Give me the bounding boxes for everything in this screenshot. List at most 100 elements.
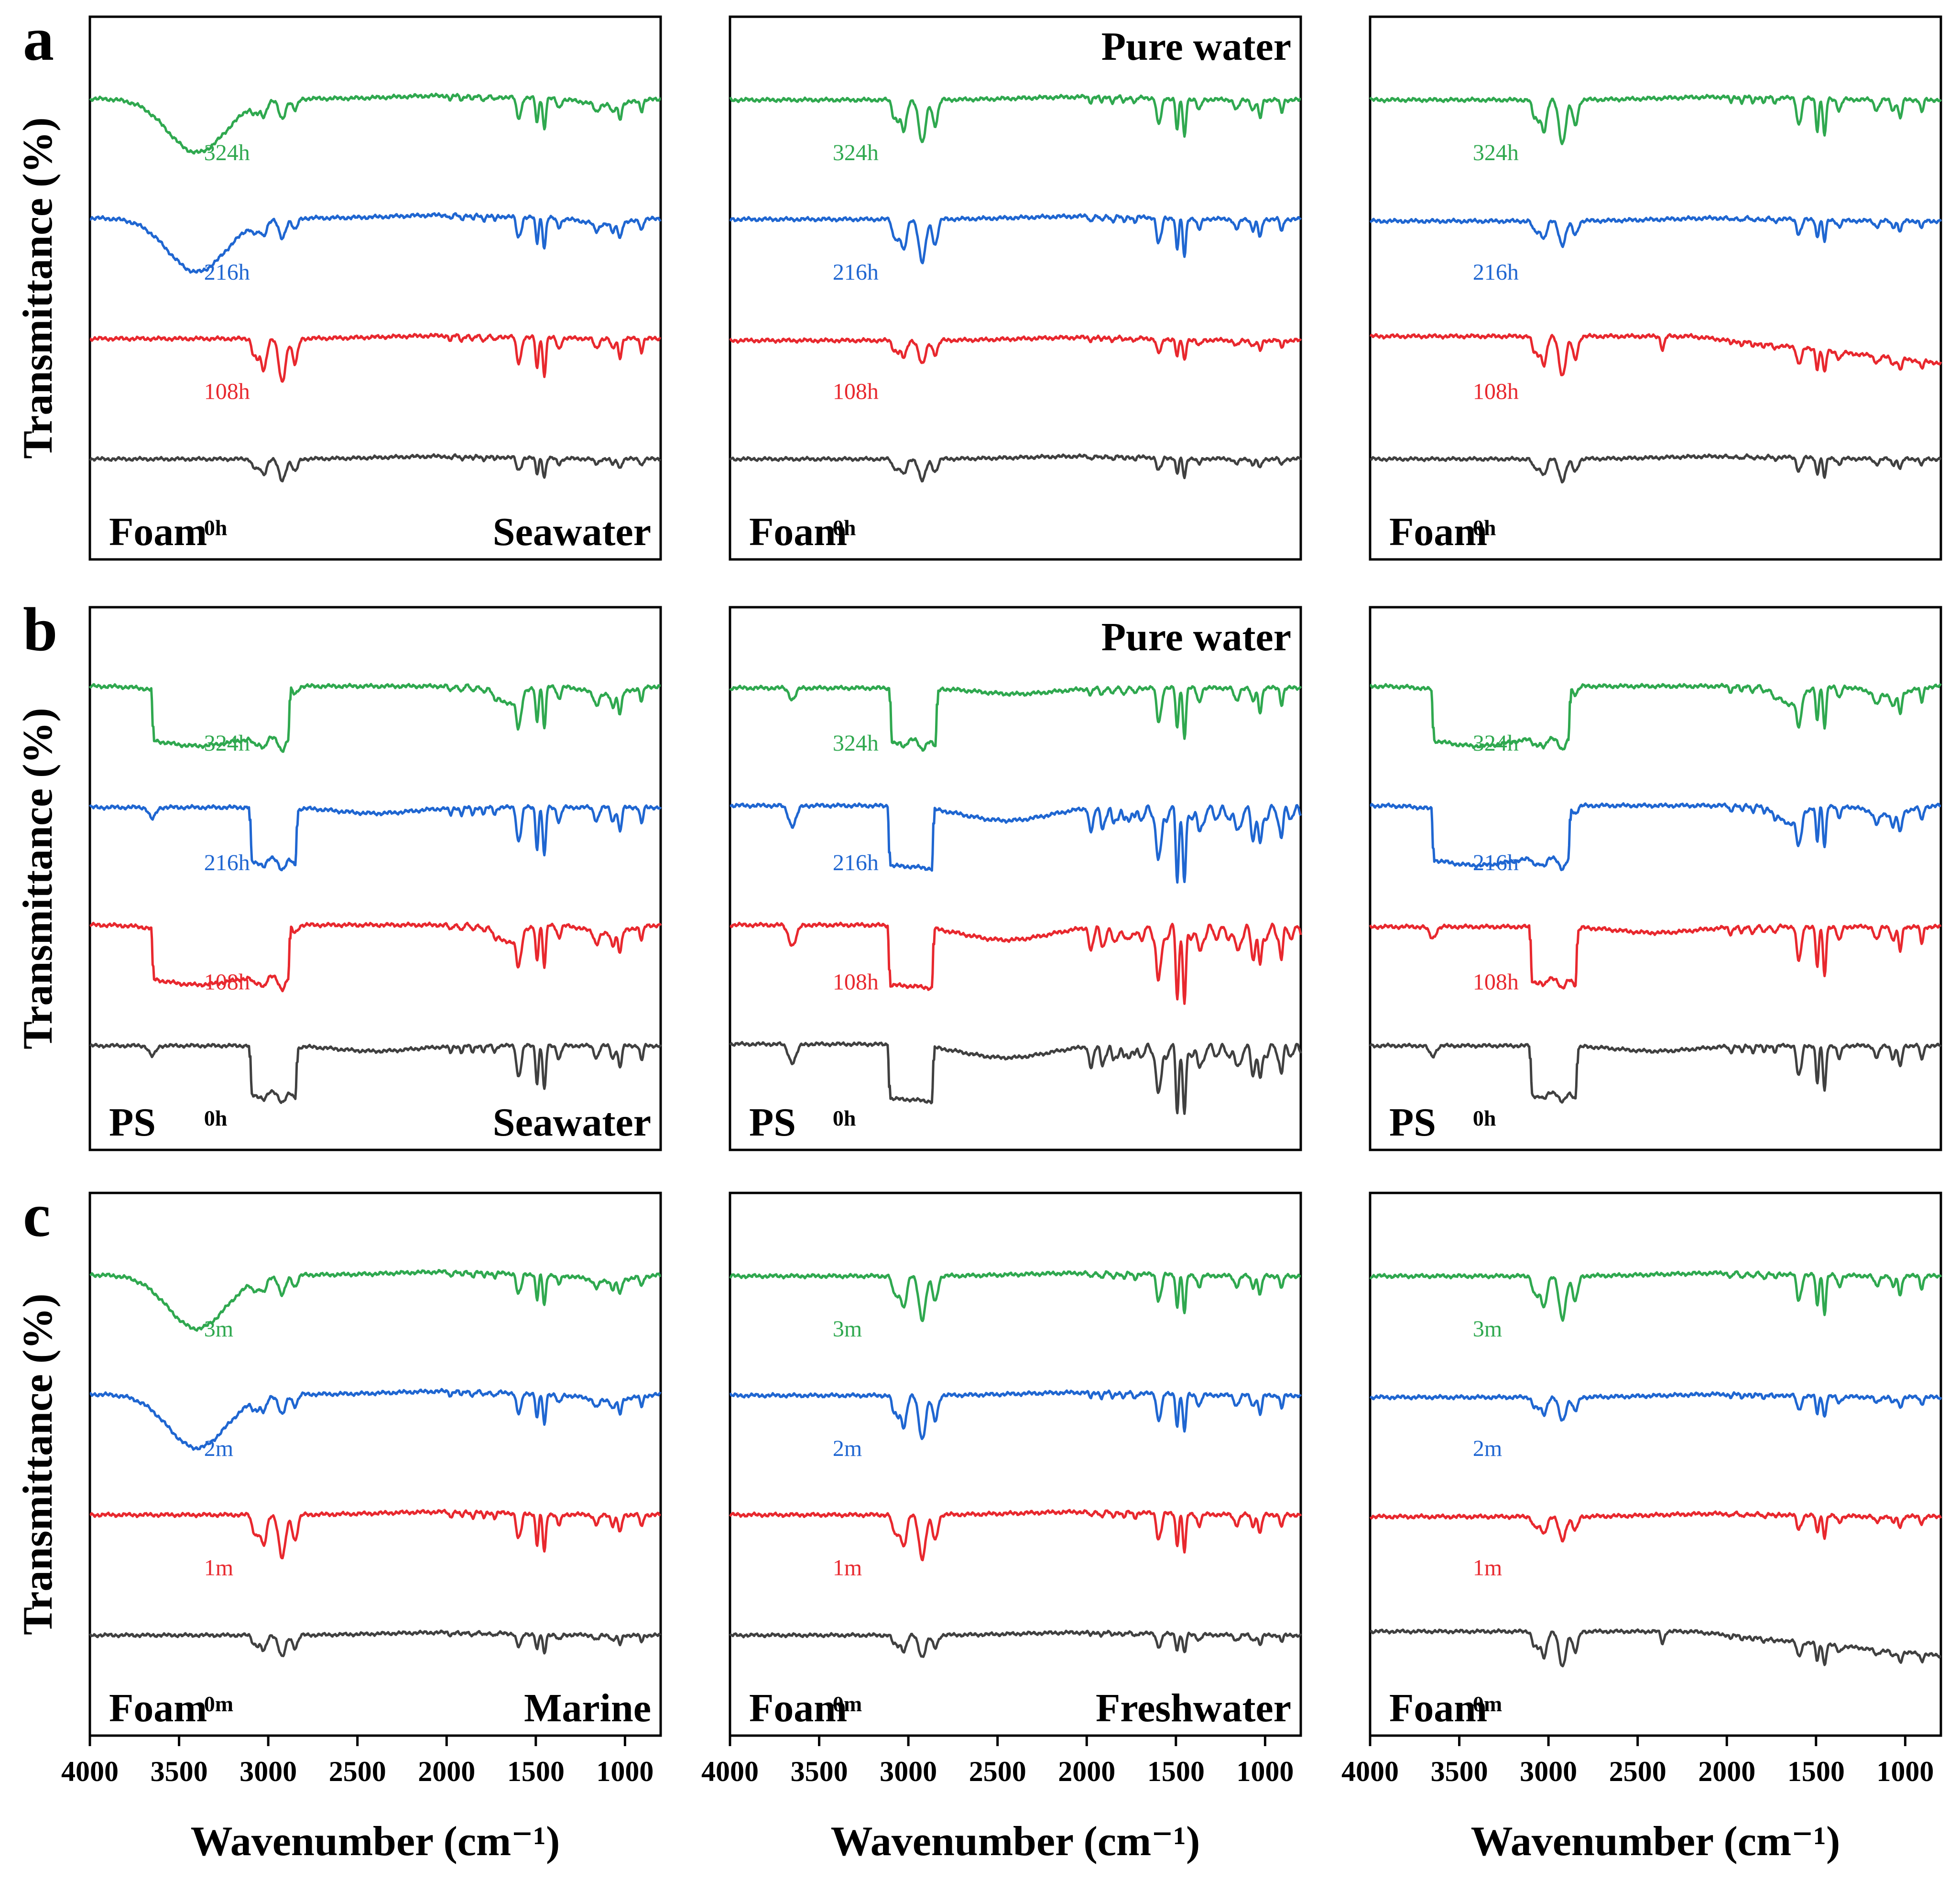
row-a-panel-1-label-324h: 324h [204, 140, 250, 165]
row-c-panel-1-frame [88, 1191, 662, 1737]
row-a-panel-2-series-108h [729, 334, 1302, 364]
row-c-panel-2-environment-label: Freshwater [1096, 1686, 1291, 1730]
row-b-panel-3-series-0h [1369, 1042, 1942, 1104]
row-c-panel-1-series-3m [89, 1269, 661, 1332]
row-c-panel-3-xtick-label-3500: 3500 [1431, 1756, 1488, 1787]
row-c-panel-3-xtick-label-4000: 4000 [1341, 1756, 1399, 1787]
row-a-panel-3-material-label: Foam [1389, 510, 1487, 554]
row-a-panel-3-frame [1369, 15, 1942, 561]
row-b-panel-1-frame [88, 606, 662, 1151]
row-c-panel-1-xtick-label-3500: 3500 [151, 1756, 208, 1787]
row-a-panel-2-label-324h: 324h [833, 140, 879, 165]
row-b-panel-2-label-108h: 108h [833, 970, 879, 995]
row-c-panel-3-label-1m: 1m [1473, 1555, 1502, 1581]
row-c-panel-2-xtick-label-1500: 1500 [1147, 1756, 1205, 1787]
row-b-panel-1-environment-label: Seawater [493, 1100, 651, 1145]
row-c-panel-2-label-1m: 1m [833, 1555, 862, 1581]
row-c-panel-2-material-label: Foam [749, 1686, 847, 1730]
row-c-panel-3-xtick-label-3000: 3000 [1520, 1756, 1577, 1787]
row-a-panel-1-material-label: Foam [109, 510, 207, 554]
row-a-panel-3-label-216h: 216h [1473, 260, 1519, 285]
row-label-a: a [23, 5, 54, 74]
row-c-panel-3-frame [1369, 1191, 1942, 1737]
row-c-panel-3-label-2m: 2m [1473, 1436, 1502, 1461]
row-a-panel-2-environment-label: Pure water [1101, 24, 1291, 69]
row-c-panel-2-frame [729, 1191, 1302, 1737]
y-axis-label: Transmittance (%) [15, 1293, 61, 1635]
row-c-panel-2-series-2m [730, 1389, 1302, 1440]
row-c-panel-2-xtick-label-2500: 2500 [969, 1756, 1026, 1787]
row-a-panel-3-label-108h: 108h [1473, 379, 1519, 404]
row-c-panel-2-xtick-label-4000: 4000 [701, 1756, 759, 1787]
y-axis-label: Transmittance (%) [15, 117, 61, 459]
row-c-panel-3-x-axis-label: Wavenumber (cm⁻¹) [1471, 1818, 1840, 1865]
row-b-panel-3-label-0h: 0h [1473, 1106, 1496, 1130]
row-b-panel-1-label-216h: 216h [204, 850, 250, 875]
row-c-panel-2-series-3m [729, 1270, 1301, 1323]
row-c-panel-3-xtick-label-2500: 2500 [1609, 1756, 1666, 1787]
row-b-panel-2-series-0h [729, 1041, 1302, 1115]
row-b-panel-3-series-216h [1370, 802, 1941, 872]
row-c-panel-3-xtick-label-1000: 1000 [1876, 1756, 1934, 1787]
row-c-panel-2-series-1m [729, 1508, 1302, 1562]
row-b-panel-2-label-216h: 216h [833, 850, 879, 875]
row-c-panel-1-xtick-label-1500: 1500 [507, 1756, 565, 1787]
row-a-panel-2-label-0h: 0h [833, 515, 856, 540]
row-b-panel-3-series-324h [1370, 683, 1942, 751]
row-a-panel-2-series-324h [729, 94, 1301, 143]
row-c-panel-2-label-0m: 0m [833, 1692, 862, 1716]
row-b-panel-2-series-216h [730, 802, 1302, 884]
row-c-panel-1-label-2m: 2m [204, 1436, 233, 1461]
row-c-panel-2-xtick-label-1000: 1000 [1236, 1756, 1294, 1787]
row-b-panel-2-material-label: PS [749, 1100, 796, 1145]
row-a-panel-2-material-label: Foam [749, 510, 847, 554]
row-c-panel-3-xtick-label-1500: 1500 [1787, 1756, 1845, 1787]
row-a-panel-2-series-0h [729, 453, 1302, 483]
row-b-panel-3-material-label: PS [1389, 1100, 1436, 1145]
row-b-panel-2-label-324h: 324h [833, 731, 879, 756]
row-b-panel-3-series-108h [1369, 923, 1942, 990]
row-c-panel-2-label-3m: 3m [833, 1316, 862, 1342]
row-b-panel-2-series-108h [730, 921, 1302, 1005]
row-b-panel-1-material-label: PS [109, 1100, 156, 1145]
row-c-panel-1-series-2m [89, 1388, 662, 1451]
row-a-panel-1-label-108h: 108h [204, 379, 250, 404]
row-c-panel-1-material-label: Foam [109, 1686, 207, 1730]
row-b-panel-1-series-324h [88, 683, 661, 753]
row-b-panel-1-label-108h: 108h [204, 970, 250, 995]
row-c-panel-2-x-axis-label: Wavenumber (cm⁻¹) [831, 1818, 1200, 1865]
row-b-panel-3-label-216h: 216h [1473, 850, 1519, 875]
row-c-panel-1-xtick-label-1000: 1000 [596, 1756, 653, 1787]
row-b-panel-2-series-324h [729, 685, 1302, 752]
row-c-panel-1-xtick-label-4000: 4000 [61, 1756, 119, 1787]
row-c-panel-1-label-0m: 0m [204, 1692, 233, 1716]
row-c-panel-1-label-3m: 3m [204, 1316, 233, 1342]
row-a-panel-1-series-324h [89, 92, 661, 155]
row-a-panel-1-environment-label: Seawater [493, 510, 651, 554]
row-a-panel-1-label-216h: 216h [204, 260, 250, 285]
spectra-curves [88, 92, 1942, 1668]
row-c-panel-3-series-1m [1369, 1510, 1942, 1543]
row-a-panel-1-frame [88, 15, 662, 561]
row-c-panel-1-series-0m [88, 1629, 662, 1658]
row-a-panel-3-series-324h [1369, 94, 1942, 145]
row-c-panel-3-label-3m: 3m [1473, 1316, 1502, 1342]
row-a-panel-2-series-216h [729, 213, 1302, 264]
row-c-panel-2-series-0m [729, 1629, 1302, 1658]
row-b-panel-3-frame [1369, 606, 1942, 1151]
row-a-panel-1-series-0h [89, 453, 662, 482]
row-b-panel-3-label-108h: 108h [1473, 970, 1519, 995]
row-b-panel-2-frame [729, 606, 1302, 1151]
row-b-panel-1-series-0h [89, 1042, 662, 1104]
panel-frames [88, 15, 1942, 1746]
row-a-panel-3-series-216h [1369, 215, 1942, 248]
row-b-panel-2-label-0h: 0h [833, 1106, 856, 1130]
row-a-panel-3-label-0h: 0h [1473, 515, 1496, 540]
row-c-panel-3-material-label: Foam [1389, 1686, 1487, 1730]
row-b-panel-1-series-216h [89, 804, 662, 872]
row-a-panel-3-series-0h [1370, 453, 1942, 484]
row-c-panel-2-xtick-label-2000: 2000 [1058, 1756, 1115, 1787]
y-axis-label: Transmittance (%) [15, 708, 61, 1049]
row-label-c: c [23, 1181, 51, 1250]
